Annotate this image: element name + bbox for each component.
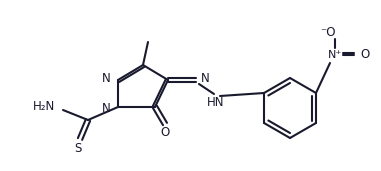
Text: HN: HN	[207, 95, 225, 109]
Text: N⁺: N⁺	[328, 50, 342, 60]
Text: N: N	[102, 102, 111, 115]
Text: H₂N: H₂N	[33, 101, 55, 114]
Text: S: S	[74, 142, 82, 155]
Text: ⁻O: ⁻O	[320, 25, 336, 38]
Text: O: O	[160, 126, 170, 139]
Text: O: O	[360, 48, 369, 61]
Text: N: N	[102, 73, 111, 86]
Text: N: N	[201, 73, 210, 86]
